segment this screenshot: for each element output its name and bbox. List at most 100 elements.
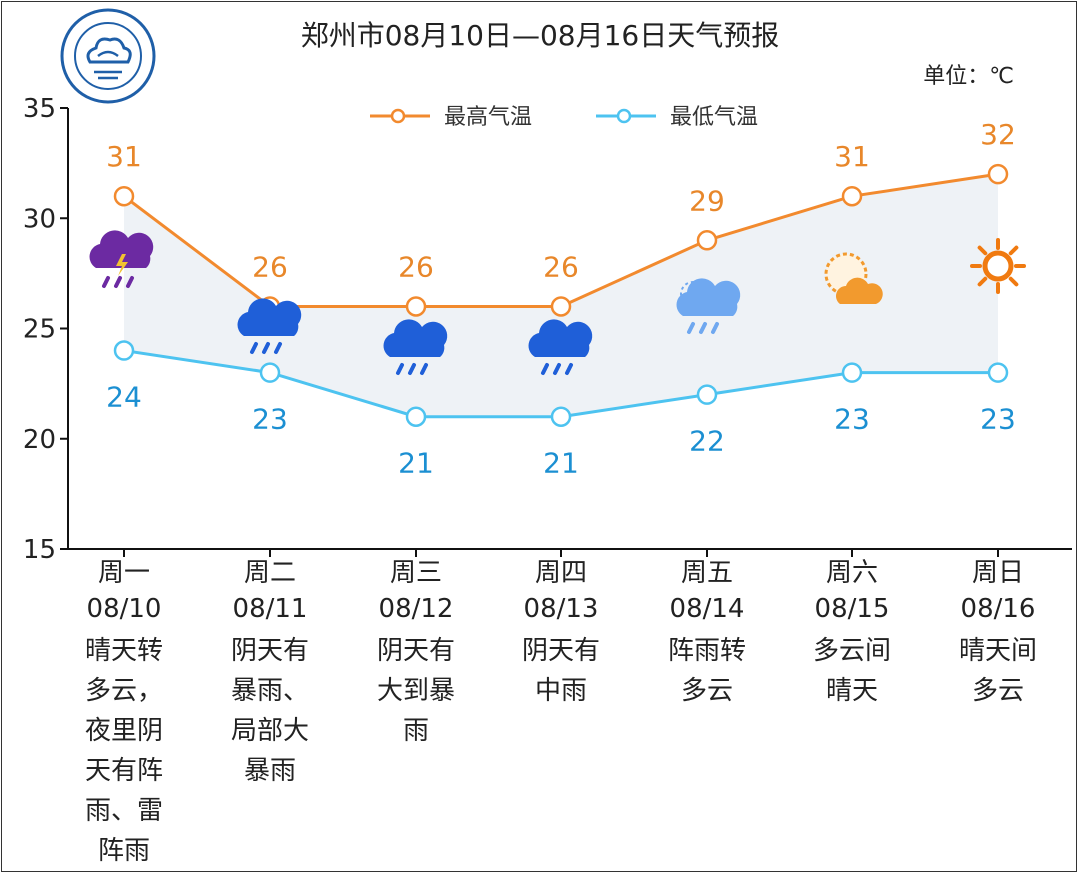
day-column-1: 周二 08/11 阴天有 暴雨、 局部大 暴雨 <box>200 555 340 791</box>
heavy-rain-icon <box>237 298 302 354</box>
high-temp-point <box>696 230 718 251</box>
weekday-label: 周四 <box>534 558 587 588</box>
y-tick-label: 25 <box>23 315 56 345</box>
high-temp-label: 26 <box>543 250 579 283</box>
sunny-icon <box>970 238 1026 294</box>
chart-title: 郑州市08月10日—08月16日天气预报 <box>300 19 780 52</box>
rain-drop <box>687 322 695 334</box>
heavy-rain-icon <box>528 319 593 375</box>
date-label: 08/10 <box>86 594 162 624</box>
rain-drop <box>408 363 416 375</box>
cloud-shape <box>237 298 302 336</box>
sun-ray <box>1008 276 1019 287</box>
range-band <box>124 174 998 417</box>
sun-ray <box>977 276 988 287</box>
rain-drop <box>541 363 549 375</box>
sun-core <box>982 250 1014 282</box>
weather-description: 晴天间 多云 <box>958 636 1037 706</box>
high-temp-label: 32 <box>980 118 1016 151</box>
day-column-2: 周三 08/12 阴天有 大到暴 雨 <box>346 555 486 751</box>
date-label: 08/11 <box>232 594 308 624</box>
legend-low-label: 最低气温 <box>670 105 758 130</box>
cloudy-sunny-icon <box>824 252 883 304</box>
low-temp-label: 23 <box>834 403 870 436</box>
legend-high-marker <box>390 108 406 124</box>
rain-drop <box>102 276 110 288</box>
low-temp-label: 21 <box>398 447 434 480</box>
low-temp-point <box>405 406 427 427</box>
weather-description: 阵雨转 多云 <box>667 636 746 706</box>
low-temp-point <box>987 362 1009 383</box>
rain-drop <box>114 276 122 288</box>
day-column-0: 周一 08/10 晴天转 多云， 夜里阴 天有阵 雨、雷 阵雨 <box>54 555 194 871</box>
sun-ray <box>977 245 988 256</box>
low-temp-point <box>259 362 281 383</box>
rain-drop <box>262 342 270 354</box>
weather-description: 阴天有 大到暴 雨 <box>376 636 455 746</box>
y-tick-label: 15 <box>23 535 56 565</box>
unit-label: 单位：℃ <box>923 64 1014 89</box>
thunderstorm-icon <box>89 230 154 288</box>
high-temp-label: 26 <box>398 250 434 283</box>
low-temp-point <box>841 362 863 383</box>
high-temp-point <box>550 296 572 317</box>
lightning-bolt <box>116 254 128 276</box>
cloud-shape <box>676 278 741 316</box>
rain-drop <box>396 363 404 375</box>
high-temp-label: 31 <box>834 140 870 173</box>
sun-ray <box>1008 245 1019 256</box>
low-temp-label: 23 <box>252 403 288 436</box>
weather-description: 晴天转 多云， 夜里阴 天有阵 雨、雷 阵雨 <box>84 636 163 866</box>
weather-description: 多云间 晴天 <box>812 636 891 706</box>
high-temp-point <box>113 185 135 207</box>
weekday-label: 周五 <box>680 558 733 588</box>
low-temp-point <box>550 406 572 427</box>
date-label: 08/16 <box>960 594 1036 624</box>
date-label: 08/14 <box>669 594 745 624</box>
bureau-logo <box>60 8 156 104</box>
weekday-label: 周二 <box>243 558 296 588</box>
rain-drop <box>126 276 134 288</box>
cloud-shape <box>383 319 448 357</box>
day-column-5: 周六 08/15 多云间 晴天 <box>782 555 922 711</box>
low-temp-label: 23 <box>980 403 1016 436</box>
high-temp-point <box>841 185 863 207</box>
rain-drop <box>565 363 573 375</box>
date-label: 08/15 <box>814 594 890 624</box>
y-tick-label: 35 <box>23 94 56 124</box>
rain-drop <box>274 342 282 354</box>
y-tick-label: 20 <box>23 425 56 455</box>
rain-drop <box>699 322 707 334</box>
high-temp-label: 29 <box>689 184 725 217</box>
low-temp-point <box>113 340 135 361</box>
high-temp-label: 31 <box>106 140 142 173</box>
weekday-label: 周日 <box>971 558 1024 588</box>
day-column-6: 周日 08/16 晴天间 多云 <box>928 555 1068 711</box>
weekday-label: 周一 <box>97 558 150 588</box>
cloud-shape <box>528 319 593 357</box>
date-label: 08/12 <box>378 594 454 624</box>
rain-drop <box>250 342 258 354</box>
low-temp-point <box>696 384 718 405</box>
low-temp-label: 21 <box>543 447 579 480</box>
day-column-4: 周五 08/14 阵雨转 多云 <box>637 555 777 711</box>
weekday-label: 周六 <box>825 558 878 588</box>
y-tick-label: 30 <box>23 204 56 234</box>
cloud-shape <box>836 277 883 304</box>
heavy-rain-icon <box>383 319 448 375</box>
date-label: 08/13 <box>523 594 599 624</box>
low-temp-label: 22 <box>689 425 725 458</box>
rain-drop <box>420 363 428 375</box>
rain-drop <box>553 363 561 375</box>
cloud-shape <box>89 230 154 268</box>
rain-drop <box>711 322 719 334</box>
high-temp-label: 26 <box>252 250 288 283</box>
weather-description: 阴天有 暴雨、 局部大 暴雨 <box>230 636 309 786</box>
high-temp-point <box>405 296 427 317</box>
legend-high-label: 最高气温 <box>444 105 532 130</box>
weather-description: 阴天有 中雨 <box>521 636 600 706</box>
weekday-label: 周三 <box>389 558 442 588</box>
high-temp-point <box>987 163 1009 185</box>
